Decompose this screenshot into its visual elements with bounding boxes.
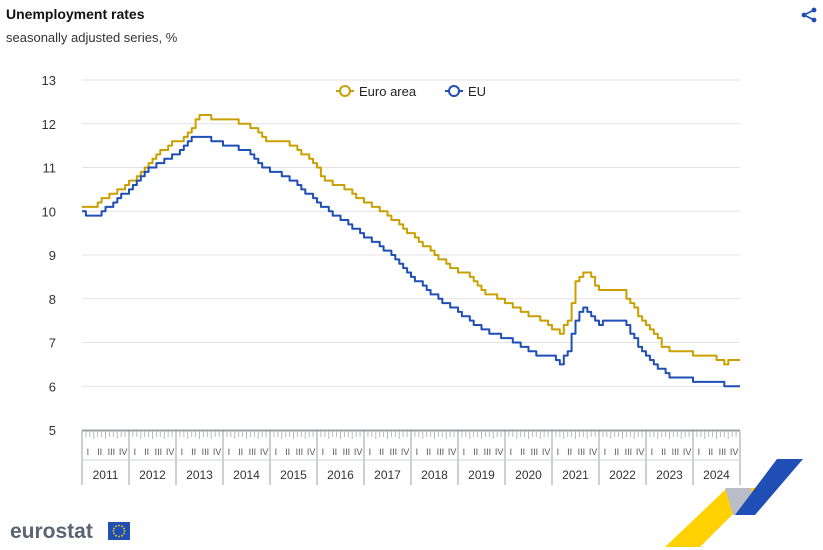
quarter-label: II <box>614 447 619 457</box>
quarter-label: II <box>379 447 384 457</box>
quarter-label: II <box>520 447 525 457</box>
quarter-label: III <box>202 447 210 457</box>
quarter-label: III <box>155 447 163 457</box>
quarter-label: III <box>672 447 680 457</box>
chart-subtitle: seasonally adjusted series, % <box>6 30 178 45</box>
quarter-label: I <box>510 447 513 457</box>
quarter-label: III <box>296 447 304 457</box>
quarter-label: IV <box>683 447 692 457</box>
year-label: 2021 <box>562 468 589 482</box>
quarter-label: II <box>238 447 243 457</box>
quarter-label: I <box>604 447 607 457</box>
quarter-label: I <box>181 447 184 457</box>
quarter-label: I <box>134 447 137 457</box>
quarter-label: II <box>473 447 478 457</box>
quarter-label: IV <box>119 447 128 457</box>
quarter-label: III <box>625 447 633 457</box>
quarter-label: IV <box>260 447 269 457</box>
eurostat-corner-graphic <box>665 459 803 547</box>
chart-title: Unemployment rates <box>6 6 145 22</box>
quarter-label: II <box>144 447 149 457</box>
year-label: 2024 <box>703 468 730 482</box>
quarter-label: IV <box>448 447 457 457</box>
y-tick-label: 10 <box>42 204 56 219</box>
quarter-label: II <box>97 447 102 457</box>
quarter-label: I <box>228 447 231 457</box>
quarter-label: IV <box>542 447 551 457</box>
quarter-label: III <box>531 447 539 457</box>
quarter-label: III <box>719 447 727 457</box>
series-line-eu <box>82 135 740 388</box>
y-tick-label: 11 <box>43 161 57 176</box>
quarter-label: IV <box>401 447 410 457</box>
quarter-label: I <box>463 447 466 457</box>
quarter-label: III <box>484 447 492 457</box>
quarter-label: I <box>651 447 654 457</box>
quarter-label: IV <box>307 447 316 457</box>
quarter-label: II <box>708 447 713 457</box>
quarter-label: II <box>661 447 666 457</box>
year-label: 2015 <box>280 468 307 482</box>
quarter-label: II <box>191 447 196 457</box>
quarter-label: I <box>87 447 90 457</box>
quarter-label: I <box>369 447 372 457</box>
year-label: 2013 <box>186 468 213 482</box>
year-label: 2019 <box>468 468 495 482</box>
y-tick-label: 12 <box>42 117 56 132</box>
quarter-label: III <box>437 447 445 457</box>
year-label: 2011 <box>93 468 119 482</box>
quarter-label: IV <box>354 447 363 457</box>
legend-marker-euro-area <box>339 85 351 97</box>
year-label: 2017 <box>374 468 401 482</box>
quarter-label: I <box>322 447 325 457</box>
quarter-label: II <box>332 447 337 457</box>
quarter-label: III <box>578 447 586 457</box>
y-tick-label: 6 <box>49 379 56 394</box>
y-tick-label: 13 <box>42 73 56 88</box>
y-tick-label: 9 <box>49 248 56 263</box>
quarter-label: II <box>285 447 290 457</box>
series-line-euro-area <box>82 114 740 366</box>
quarter-label: I <box>275 447 278 457</box>
quarter-label: IV <box>636 447 645 457</box>
legend-label-euro-area: Euro area <box>359 84 417 99</box>
quarter-label: IV <box>730 447 739 457</box>
quarter-label: III <box>343 447 351 457</box>
eu-flag-icon <box>108 522 130 540</box>
year-label: 2022 <box>609 468 636 482</box>
quarter-label: IV <box>589 447 598 457</box>
y-tick-label: 7 <box>49 336 56 351</box>
quarter-label: I <box>698 447 701 457</box>
quarter-label: I <box>416 447 419 457</box>
year-label: 2023 <box>656 468 683 482</box>
legend-label-eu: EU <box>468 84 486 99</box>
year-label: 2016 <box>327 468 354 482</box>
quarter-label: IV <box>213 447 222 457</box>
quarter-label: II <box>567 447 572 457</box>
eurostat-logo: eurostat <box>10 520 93 543</box>
quarter-label: III <box>390 447 398 457</box>
quarter-label: III <box>108 447 116 457</box>
year-label: 2012 <box>139 468 166 482</box>
y-tick-label: 8 <box>49 292 56 307</box>
y-tick-label: 5 <box>49 423 56 438</box>
share-icon[interactable] <box>800 6 818 24</box>
quarter-label: II <box>426 447 431 457</box>
year-label: 2014 <box>233 468 260 482</box>
quarter-label: IV <box>166 447 175 457</box>
quarter-label: I <box>557 447 560 457</box>
year-label: 2020 <box>515 468 542 482</box>
quarter-label: IV <box>495 447 504 457</box>
quarter-label: III <box>249 447 257 457</box>
year-label: 2018 <box>421 468 448 482</box>
legend-marker-eu <box>448 85 460 97</box>
